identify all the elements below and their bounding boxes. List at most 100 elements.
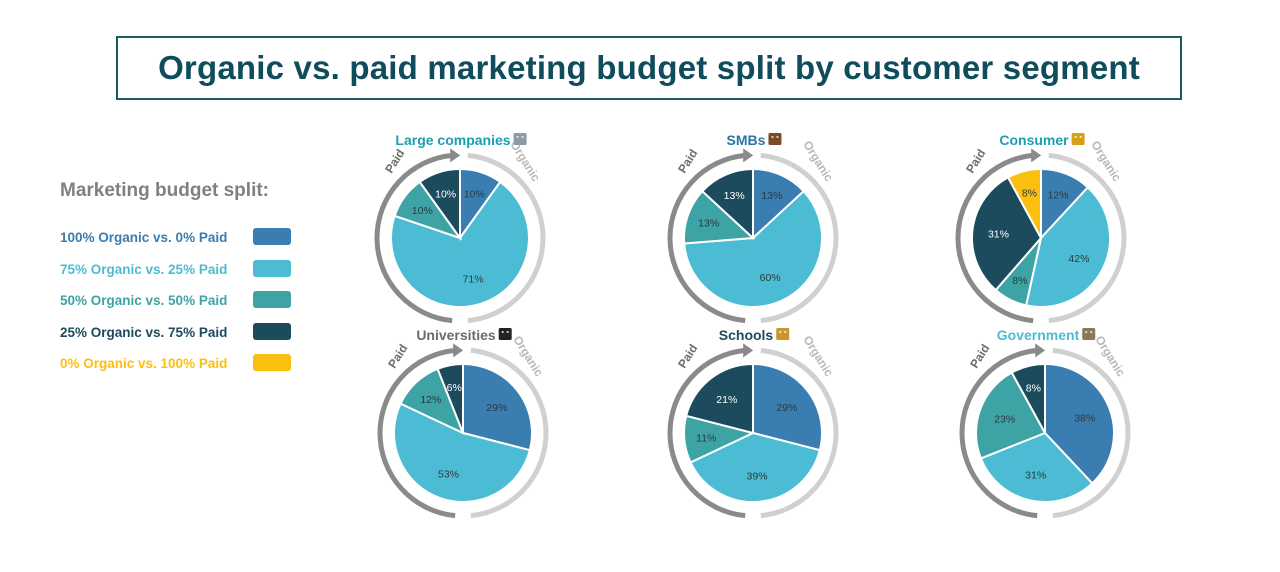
pie-slice [462, 362, 533, 452]
pie-title: Consumer [999, 132, 1069, 148]
legend-label: 100% Organic vs. 0% Paid [60, 230, 228, 245]
office-building-icon-detail [516, 136, 519, 138]
government-building-icon-detail [1085, 331, 1088, 333]
organic-label: Organic [800, 138, 836, 184]
pie-title: Government [997, 327, 1080, 343]
paid-arc [377, 347, 456, 519]
slice-label: 38% [1074, 412, 1095, 424]
organic-arc [470, 347, 549, 519]
pie-slice [1006, 167, 1042, 239]
legend-swatch [253, 322, 291, 340]
people-icon [1071, 133, 1085, 145]
school-icon-detail [779, 331, 782, 333]
pie-slice [700, 167, 754, 241]
slice-label: 29% [776, 402, 797, 414]
organic-label: Organic [507, 138, 543, 184]
graduation-cap-icon-detail [501, 331, 504, 333]
slice-label: 8% [1026, 383, 1041, 395]
arrow-head-icon [743, 148, 754, 163]
slice-label: 12% [420, 394, 441, 406]
pie-title: Large companies [395, 132, 510, 148]
legend-label: 25% Organic vs. 75% Paid [60, 324, 228, 340]
people-icon-detail [1074, 136, 1077, 138]
pie-slice [752, 167, 806, 241]
slice-label: 21% [716, 394, 737, 406]
pie-chart: Paid Organic 38% 31% 23% 8% Government [959, 327, 1131, 519]
pie-slice [1024, 185, 1111, 308]
graduation-cap-icon [498, 328, 512, 340]
legend-item: 100% Organic vs. 0% Paid [60, 228, 320, 260]
slice-label: 29% [486, 402, 507, 414]
paid-label: Paid [967, 342, 992, 371]
people-icon-detail [1079, 136, 1082, 138]
organic-label: Organic [1092, 333, 1128, 379]
paid-label: Paid [675, 342, 700, 371]
organic-arc [760, 152, 839, 324]
pie-slice [689, 431, 822, 503]
school-icon-detail [784, 331, 787, 333]
pie-slice [390, 180, 530, 308]
graduation-cap-icon-detail [506, 331, 509, 333]
slice-label: 13% [761, 190, 782, 202]
government-building-icon [1082, 328, 1096, 340]
pie-slice [683, 189, 756, 245]
slice-label: 53% [438, 468, 459, 480]
legend-swatch [253, 259, 291, 277]
pie-slice [971, 176, 1043, 292]
arrow-head-icon [450, 148, 461, 163]
slice-label: 12% [1048, 189, 1069, 201]
pie-chart: Paid Organic 29% 39% 11% 21% Schools [667, 327, 839, 519]
slice-label: 11% [696, 432, 716, 444]
paid-label: Paid [385, 342, 410, 371]
slice-label: 8% [1022, 188, 1037, 200]
legend-swatch [253, 291, 291, 308]
paid-label: Paid [675, 147, 700, 176]
paid-label: Paid [382, 147, 407, 176]
pie-slice [393, 402, 532, 503]
legend-item: 75% Organic vs. 25% Paid [60, 259, 320, 292]
pie-slice [979, 431, 1094, 503]
paid-arc [667, 152, 746, 324]
government-building-icon-detail [1090, 331, 1093, 333]
legend: Marketing budget split: 100% Organic vs.… [60, 180, 320, 386]
briefcase-icon-detail [771, 136, 774, 138]
legend-item: 0% Organic vs. 100% Paid [60, 354, 320, 386]
slice-label: 39% [747, 471, 768, 483]
chart-title: Organic vs. paid marketing budget split … [158, 49, 1140, 86]
legend-item: 25% Organic vs. 75% Paid [60, 322, 320, 355]
slice-label: 31% [1025, 470, 1046, 482]
pie-chart: Paid Organic 12% 42% 8% 31% 8% Consumer [955, 132, 1127, 324]
slice-label: 71% [463, 274, 484, 286]
slice-label: 13% [724, 190, 745, 202]
office-building-icon [513, 133, 527, 145]
pie-chart: Paid Organic 13% 60% 13% 13% SMBs [667, 132, 839, 324]
slice-label: 10% [435, 188, 456, 200]
slice-label: 42% [1068, 253, 1089, 265]
organic-label: Organic [1088, 138, 1124, 184]
organic-label: Organic [800, 333, 836, 379]
paid-arc [374, 152, 453, 324]
organic-arc [760, 347, 839, 519]
slice-label: 6% [447, 382, 462, 394]
pie-slice [436, 362, 464, 434]
title-box: Organic vs. paid marketing budget split … [116, 36, 1182, 100]
office-building-icon-detail [521, 136, 524, 138]
pie-slice [1044, 362, 1115, 485]
paid-label: Paid [963, 147, 988, 176]
legend-swatch [253, 354, 291, 371]
organic-label: Organic [510, 333, 546, 379]
legend-item: 50% Organic vs. 50% Paid [60, 291, 320, 323]
pie-title: Schools [719, 327, 774, 343]
pie-slice [975, 371, 1047, 460]
pie-chart: Paid Organic 29% 53% 12% 6% Universities [377, 327, 549, 519]
legend-label: 75% Organic vs. 25% Paid [60, 261, 228, 277]
slice-label: 31% [988, 228, 1009, 240]
paid-arc [959, 347, 1038, 519]
legend-swatch [253, 228, 291, 245]
arrow-head-icon [1031, 148, 1042, 163]
organic-arc [1052, 347, 1131, 519]
arrow-head-icon [1035, 343, 1046, 358]
pie-title: SMBs [727, 132, 766, 148]
